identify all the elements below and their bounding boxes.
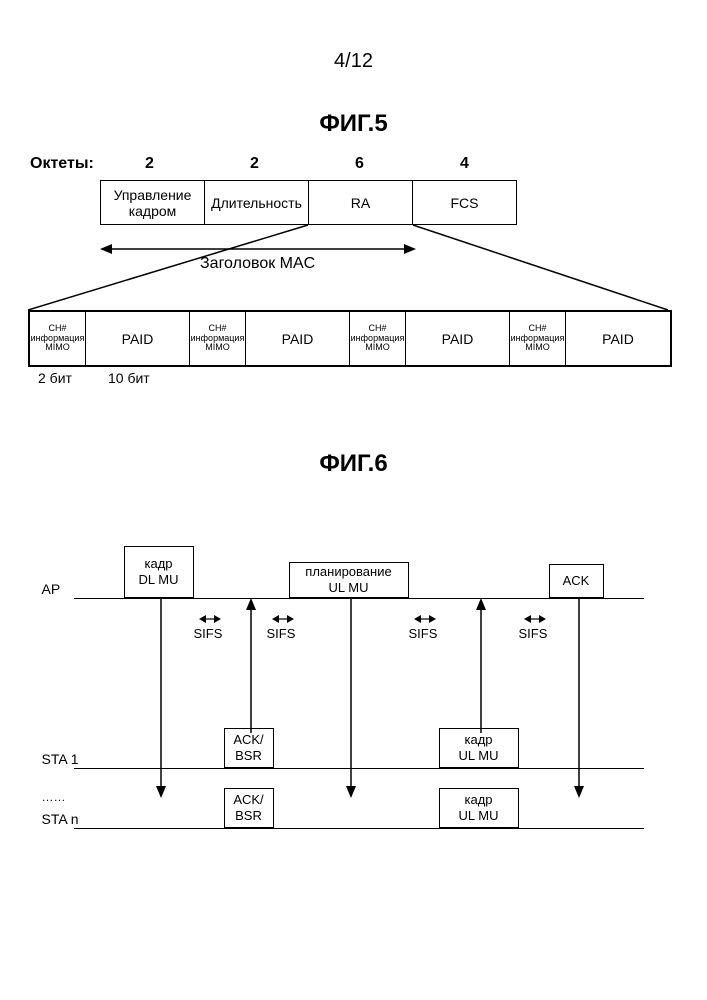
t2-ch-1: CH# информация MIMO (190, 312, 246, 365)
dl-mu-box: кадр DL MU (124, 546, 194, 598)
stan-line (74, 828, 644, 829)
t2-ch-0: CH# информация MIMO (30, 312, 86, 365)
octets-label: Октеты: (30, 155, 94, 173)
figure-5: ФИГ.5 Октеты: 2 2 6 4 Управление кадром … (0, 110, 707, 168)
stan-ulmu-box: кадр UL MU (439, 788, 519, 828)
t2-paid-0: PAID (86, 312, 190, 365)
varrow-ulmu-up (474, 598, 488, 733)
sifs-arrow-1 (199, 613, 221, 625)
dots-label: …… (42, 790, 66, 804)
sifs-arrow-4 (524, 613, 546, 625)
page-number: 4/12 (334, 50, 373, 73)
t2-paid-2: PAID (406, 312, 510, 365)
table1-cell-1: Длительность (204, 180, 309, 225)
ack-box: ACK (549, 564, 604, 598)
varrow-ackbsr-up (244, 598, 258, 733)
stan-ackbsr-box: ACK/ BSR (224, 788, 274, 828)
table1-cell-2: RA (308, 180, 413, 225)
ul-sched-box: планирование UL MU (289, 562, 409, 598)
octet-3: 4 (460, 155, 469, 173)
fig6-title: ФИГ.6 (0, 450, 707, 478)
sifs-1: SIFS (194, 626, 223, 641)
table1-cell-0: Управление кадром (100, 180, 205, 225)
octet-2: 6 (355, 155, 364, 173)
fig5-table2: CH# информация MIMO PAID CH# информация … (28, 310, 672, 367)
t2-paid-1: PAID (246, 312, 350, 365)
t2-ch-2: CH# информация MIMO (350, 312, 406, 365)
sifs-arrow-3 (414, 613, 436, 625)
sta1-ulmu-box: кадр UL MU (439, 728, 519, 768)
table1-cell-3: FCS (412, 180, 517, 225)
bits-large: 10 бит (108, 370, 150, 386)
varrow-ulsched-down (344, 598, 358, 798)
t2-ch-3: CH# информация MIMO (510, 312, 566, 365)
varrow-ack-down (572, 598, 586, 798)
figure-6: ФИГ.6 AP STA 1 …… STA n кадр DL MU плани… (0, 450, 707, 868)
t2-paid-3: PAID (566, 312, 670, 365)
bits-small: 2 бит (38, 370, 72, 386)
sifs-2: SIFS (267, 626, 296, 641)
octet-0: 2 (145, 155, 154, 173)
stan-label: STA n (42, 811, 79, 827)
sifs-3: SIFS (409, 626, 438, 641)
octet-1: 2 (250, 155, 259, 173)
ap-label: AP (42, 581, 61, 597)
varrow-dlmu-sta (154, 598, 168, 798)
fig6-timeline: AP STA 1 …… STA n кадр DL MU планировани… (54, 518, 654, 868)
sta1-label: STA 1 (42, 751, 79, 767)
sifs-arrow-2 (272, 613, 294, 625)
sta1-ackbsr-box: ACK/ BSR (224, 728, 274, 768)
fig5-title: ФИГ.5 (0, 110, 707, 138)
ra-connector (28, 225, 678, 313)
sifs-4: SIFS (519, 626, 548, 641)
